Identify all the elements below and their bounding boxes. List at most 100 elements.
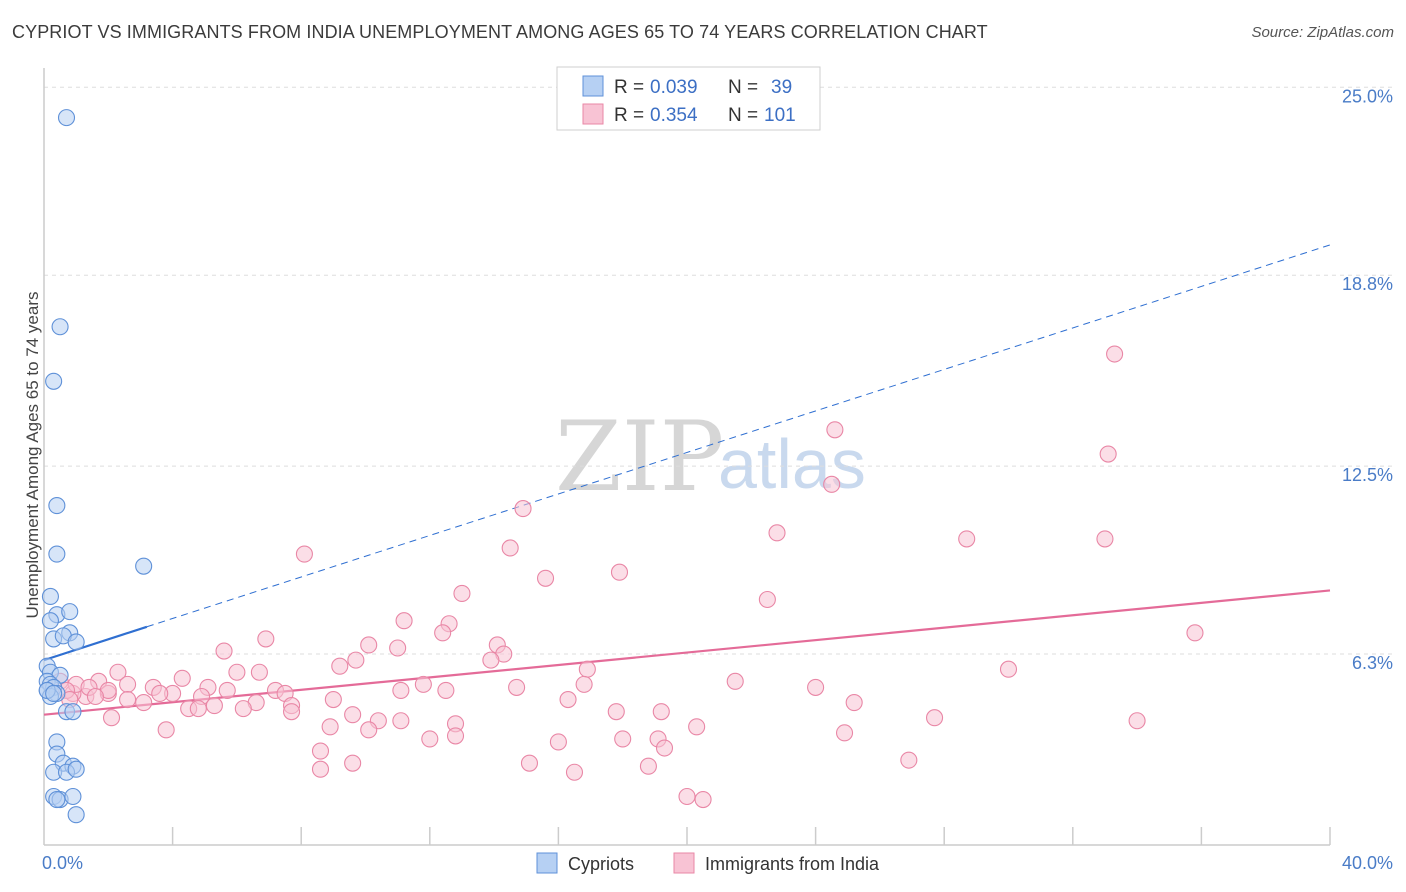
india-point: [392, 712, 410, 730]
cypriot-point: [57, 109, 76, 127]
india-point: [807, 678, 825, 696]
india-n-value: 101: [764, 105, 796, 126]
india-trend-line: [43, 589, 1331, 716]
india-point: [514, 500, 532, 518]
india-point: [295, 545, 313, 563]
india-point: [999, 660, 1018, 678]
india-point: [453, 584, 471, 602]
cypriot-point: [48, 545, 66, 563]
india-point: [86, 687, 104, 706]
india-point: [392, 681, 410, 699]
india-point: [768, 524, 786, 542]
india-point: [360, 636, 378, 654]
axes: [43, 68, 1331, 846]
india-point: [250, 663, 268, 681]
india-point: [119, 675, 137, 693]
india-point: [189, 700, 207, 718]
india-point: [758, 590, 776, 609]
gridlines: [44, 86, 1392, 655]
india-point: [823, 475, 841, 493]
source-label: Source: ZipAtlas.com: [1251, 24, 1394, 41]
india-point: [520, 754, 539, 772]
india-point: [845, 694, 863, 712]
cypriot-point: [61, 603, 79, 621]
india-point: [607, 703, 625, 721]
india-point: [173, 669, 191, 687]
india-point: [311, 760, 330, 778]
india-point: [1128, 712, 1146, 730]
india-point: [835, 724, 854, 742]
india-point: [559, 690, 577, 709]
india-point: [614, 730, 632, 748]
india-point: [344, 754, 362, 772]
india-point: [205, 697, 223, 715]
india-point: [311, 742, 330, 760]
cypriot-point: [67, 760, 85, 778]
india-point: [482, 651, 500, 669]
x-tick-label: 0.0%: [42, 853, 83, 873]
watermark-zip: ZIP: [555, 401, 724, 513]
india-point: [347, 651, 365, 669]
x-tick-label: 40.0%: [1342, 853, 1393, 873]
cypriot-stat-swatch: [582, 75, 604, 97]
india-stat-swatch: [582, 103, 604, 125]
trend-lines: [43, 244, 1331, 716]
india-point: [1106, 345, 1124, 363]
chart-title: CYPRIOT VS IMMIGRANTS FROM INDIA UNEMPLO…: [12, 22, 988, 42]
india-point: [321, 718, 339, 736]
cypriot-r-value: 0.039: [650, 77, 698, 98]
cypriot-point: [48, 497, 66, 515]
india-point: [360, 721, 378, 739]
y-tick-label: 12.5%: [1342, 465, 1393, 485]
india-r-label: R =: [614, 105, 644, 126]
india-point: [283, 703, 301, 721]
india-point: [565, 763, 584, 781]
cypriot-point: [51, 318, 69, 336]
cypriot-point: [45, 372, 63, 390]
y-tick-label: 25.0%: [1342, 86, 1393, 106]
india-point: [157, 721, 175, 739]
india-point: [900, 751, 918, 769]
india-point: [1096, 530, 1114, 548]
india-point: [652, 703, 670, 721]
india-point: [446, 727, 465, 745]
cypriot-r-label: R =: [614, 77, 644, 98]
india-point: [678, 787, 696, 806]
india-point: [501, 539, 519, 557]
india-point: [151, 684, 169, 703]
india-point: [655, 739, 674, 757]
stats-box: R = 0.039 N = 39 R = 0.354 N = 101: [556, 66, 821, 131]
cypriot-point: [64, 703, 82, 721]
india-point: [331, 657, 349, 675]
india-point: [119, 690, 137, 709]
india-point: [234, 700, 252, 718]
india-point: [694, 790, 712, 809]
india-point: [508, 678, 526, 696]
cypriot-point: [135, 557, 153, 575]
india-point: [610, 563, 629, 581]
india-point: [135, 694, 153, 712]
cypriot-point: [41, 587, 59, 606]
india-point: [536, 569, 555, 587]
cypriot-point: [67, 633, 85, 651]
india-point: [257, 630, 275, 648]
cypriot-n-label: N =: [728, 77, 758, 98]
legend-label-india: Immigrants from India: [705, 854, 880, 874]
cypriot-point: [41, 612, 59, 630]
y-tick-label: 18.8%: [1342, 274, 1393, 294]
cypriot-trend-line: [43, 625, 148, 662]
india-point: [549, 733, 567, 751]
india-point: [215, 642, 233, 660]
cypriot-point: [64, 787, 82, 806]
watermark-atlas: atlas: [718, 425, 866, 503]
india-point: [688, 718, 706, 736]
india-point: [639, 757, 657, 775]
y-tick-label: 6.3%: [1352, 653, 1393, 673]
india-point: [926, 709, 944, 727]
cypriot-point: [67, 806, 85, 824]
india-point: [324, 690, 342, 709]
india-point: [344, 706, 362, 724]
legend-label-cypriots: Cypriots: [568, 854, 634, 874]
india-point: [218, 681, 236, 699]
